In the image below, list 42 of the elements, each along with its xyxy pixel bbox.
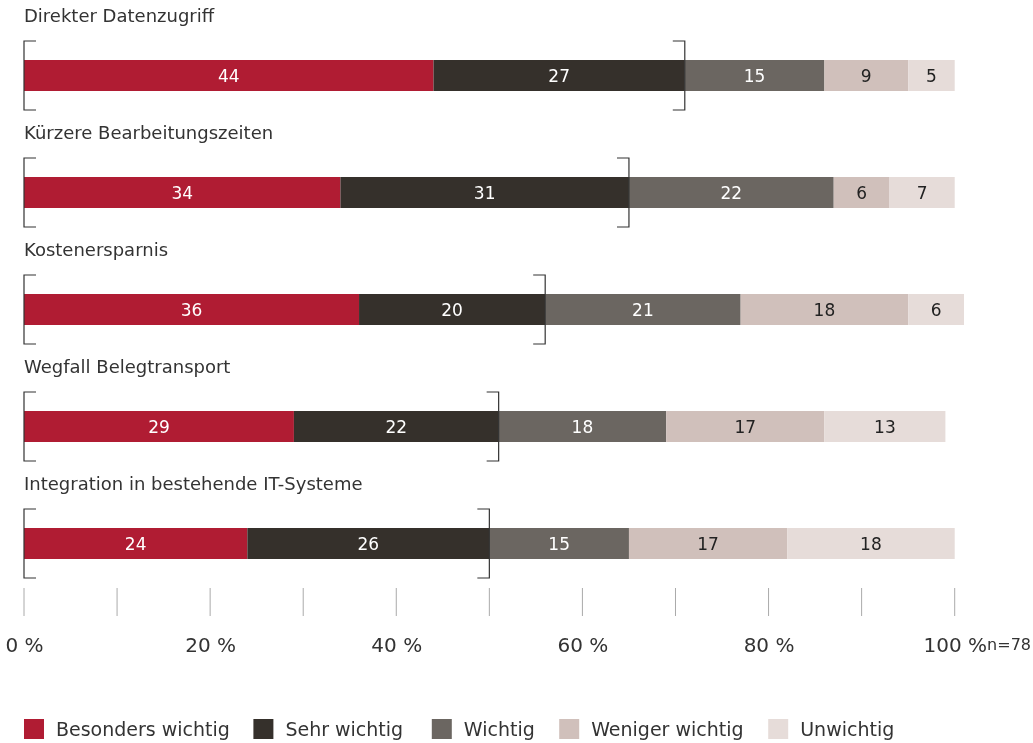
y-tick-label: Integration in bestehende IT-Systeme (24, 473, 363, 494)
data-label: 6 (930, 299, 942, 320)
y-tick-label: Wegfall Belegtransport (24, 356, 231, 377)
data-label: 5 (926, 65, 937, 86)
data-label: 20 (441, 299, 463, 320)
data-label: 17 (734, 416, 757, 437)
data-label: 18 (813, 299, 836, 320)
x-tick-label: 60 % (557, 633, 609, 658)
y-tick-label: Direkter Datenzugriff (24, 5, 215, 26)
data-label: 36 (180, 299, 203, 320)
data-label: 17 (697, 533, 719, 554)
y-tick-label: Kürzere Bearbeitungszeiten (24, 122, 274, 143)
x-tick-label: 0 % (5, 633, 44, 658)
data-label: 9 (860, 65, 872, 86)
y-tick-label: Kostenersparnis (24, 239, 169, 260)
data-label: 18 (860, 533, 882, 554)
data-label: 22 (720, 182, 743, 203)
data-label: 26 (357, 533, 380, 554)
x-tick-label: 40 % (371, 633, 423, 658)
data-label: 29 (148, 416, 170, 437)
data-label: 18 (571, 416, 594, 437)
data-label: 15 (743, 65, 766, 86)
x-tick-label: 100 % (923, 633, 987, 658)
text: n=78 (987, 635, 1031, 654)
data-label: 6 (856, 182, 868, 203)
data-label: 7 (916, 182, 928, 203)
legend-label: Wichtig (463, 718, 535, 740)
data-label: 15 (548, 533, 570, 554)
x-tick-label: 80 % (743, 633, 795, 658)
data-label: 13 (874, 416, 896, 437)
data-label: 21 (632, 299, 654, 320)
x-tick-label: 20 % (185, 633, 237, 658)
data-label: 31 (473, 182, 496, 203)
legend-label: Sehr wichtig (285, 718, 404, 740)
data-label: 24 (124, 533, 147, 554)
data-label: 27 (548, 65, 570, 86)
data-label: 34 (171, 182, 194, 203)
legend-label: Unwichtig (800, 718, 895, 740)
data-label: 22 (385, 416, 408, 437)
legend-label: Weniger wichtig (591, 718, 744, 740)
legend-label: Besonders wichtig (56, 718, 230, 740)
data-label: 44 (217, 65, 240, 86)
